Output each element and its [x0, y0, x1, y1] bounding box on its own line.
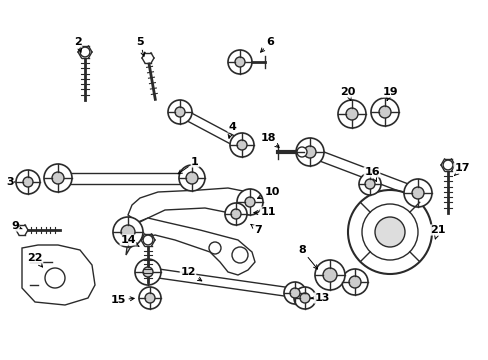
Circle shape — [403, 179, 431, 207]
Circle shape — [442, 160, 452, 170]
Text: 4: 4 — [227, 122, 235, 138]
Text: 5: 5 — [136, 37, 144, 56]
Text: 16: 16 — [364, 167, 379, 181]
Circle shape — [364, 179, 374, 189]
Circle shape — [45, 268, 65, 288]
Circle shape — [314, 260, 345, 290]
Circle shape — [323, 268, 336, 282]
Circle shape — [348, 276, 360, 288]
Text: 12: 12 — [180, 267, 202, 281]
Circle shape — [337, 100, 365, 128]
Circle shape — [237, 140, 246, 150]
Text: 21: 21 — [429, 225, 445, 239]
Circle shape — [227, 50, 251, 74]
Circle shape — [121, 225, 135, 239]
Circle shape — [374, 217, 404, 247]
Circle shape — [293, 287, 315, 309]
Polygon shape — [22, 245, 95, 305]
Circle shape — [16, 170, 40, 194]
Circle shape — [142, 267, 153, 277]
Circle shape — [145, 293, 155, 303]
Circle shape — [224, 203, 246, 225]
Text: 10: 10 — [257, 187, 279, 199]
Circle shape — [175, 107, 184, 117]
Circle shape — [143, 235, 153, 245]
Text: 3: 3 — [6, 177, 15, 187]
Circle shape — [230, 209, 241, 219]
Circle shape — [44, 164, 72, 192]
Text: 17: 17 — [453, 163, 469, 176]
Circle shape — [237, 189, 263, 215]
Text: 15: 15 — [110, 295, 134, 305]
Text: 22: 22 — [27, 253, 42, 267]
Circle shape — [179, 165, 204, 191]
Text: 2: 2 — [74, 37, 81, 52]
Circle shape — [168, 100, 192, 124]
Circle shape — [235, 57, 244, 67]
Text: 7: 7 — [250, 224, 262, 235]
Circle shape — [244, 197, 254, 207]
Circle shape — [361, 204, 417, 260]
Circle shape — [284, 282, 305, 304]
Circle shape — [113, 217, 142, 247]
Text: 11: 11 — [253, 207, 275, 217]
Circle shape — [370, 98, 398, 126]
Text: 14: 14 — [120, 235, 139, 246]
Circle shape — [296, 147, 306, 157]
Polygon shape — [178, 108, 244, 149]
Circle shape — [135, 259, 161, 285]
Circle shape — [295, 138, 324, 166]
Text: 6: 6 — [260, 37, 273, 52]
Polygon shape — [126, 218, 254, 275]
Text: 18: 18 — [260, 133, 279, 148]
Circle shape — [208, 242, 221, 254]
Text: 9: 9 — [11, 221, 22, 231]
Circle shape — [52, 172, 64, 184]
Circle shape — [185, 172, 198, 184]
Circle shape — [229, 133, 253, 157]
Circle shape — [231, 247, 247, 263]
Circle shape — [347, 190, 431, 274]
Text: 8: 8 — [298, 245, 317, 269]
Circle shape — [80, 47, 90, 57]
Text: 1: 1 — [178, 157, 199, 174]
Polygon shape — [147, 267, 295, 297]
Circle shape — [346, 108, 357, 120]
Circle shape — [411, 187, 423, 199]
Text: 19: 19 — [382, 87, 397, 100]
Polygon shape — [58, 172, 192, 184]
Circle shape — [378, 106, 390, 118]
Polygon shape — [307, 147, 419, 198]
Circle shape — [139, 287, 161, 309]
Circle shape — [289, 288, 299, 298]
Circle shape — [341, 269, 367, 295]
Text: 20: 20 — [340, 87, 355, 100]
Circle shape — [23, 177, 33, 187]
Polygon shape — [128, 188, 254, 222]
Circle shape — [358, 173, 380, 195]
Circle shape — [304, 146, 315, 158]
Circle shape — [299, 293, 309, 303]
Text: 13: 13 — [310, 293, 329, 303]
